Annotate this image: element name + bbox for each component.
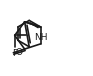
Text: O: O [16, 48, 23, 57]
Text: F: F [12, 49, 17, 58]
Text: NH: NH [34, 33, 47, 42]
